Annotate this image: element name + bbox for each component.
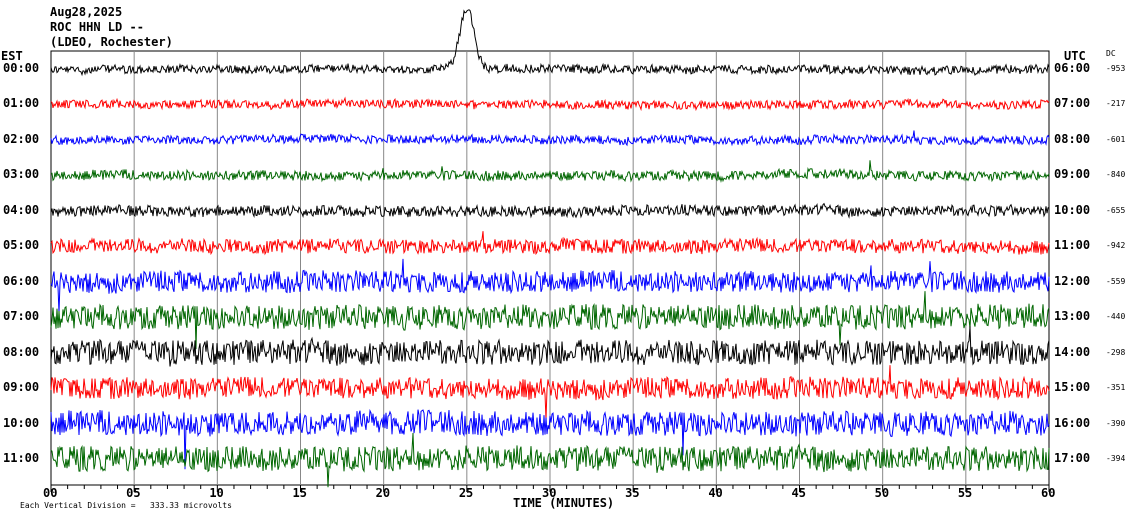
dc-header: DC [1106, 49, 1116, 58]
dc-value: -942 [1106, 241, 1126, 251]
est-label: 07:00 [3, 309, 40, 324]
est-axis-label: EST [1, 49, 23, 63]
dc-value: -655 [1106, 205, 1126, 215]
trace-0600 [50, 258, 1050, 314]
est-label: 03:00 [3, 167, 40, 182]
trace-1000 [50, 408, 1050, 470]
dc-value: -390 [1106, 418, 1126, 428]
est-label: 01:00 [3, 96, 40, 111]
utc-label: 15:00 [1054, 380, 1091, 395]
dc-value: -217 [1106, 99, 1126, 109]
utc-label: 11:00 [1054, 238, 1091, 253]
dc-value: -394 [1106, 453, 1126, 463]
utc-axis-label: UTC [1064, 49, 1086, 63]
x-tick-label: 35 [625, 486, 640, 500]
trace-0900 [50, 365, 1050, 420]
utc-label: 17:00 [1054, 450, 1091, 465]
utc-label: 08:00 [1054, 131, 1091, 146]
dc-value: -440 [1106, 312, 1126, 322]
x-tick-label: 20 [375, 486, 391, 500]
utc-label: 16:00 [1054, 415, 1091, 430]
x-tick-label: 05 [126, 486, 141, 500]
x-tick-label: 60 [1041, 486, 1056, 500]
x-tick-label: 25 [458, 486, 474, 500]
est-label: 00:00 [3, 61, 40, 75]
dc-value: -559 [1106, 276, 1126, 286]
trace-0800 [50, 326, 1050, 367]
est-label: 08:00 [3, 344, 40, 359]
dc-value: -351 [1106, 383, 1126, 393]
trace-0200 [50, 130, 1050, 147]
x-tick-label: 55 [957, 486, 973, 500]
x-tick-label: 45 [791, 486, 806, 500]
dc-value: -953 [1106, 64, 1126, 73]
trace-1100 [50, 432, 1050, 488]
utc-label: 06:00 [1054, 61, 1091, 75]
utc-label: 13:00 [1054, 309, 1091, 324]
dc-value: -601 [1106, 134, 1126, 144]
trace-0400 [50, 202, 1050, 219]
est-label: 06:00 [3, 273, 40, 288]
x-tick-label: 40 [708, 486, 723, 500]
x-axis-label: TIME (MINUTES) [513, 496, 615, 510]
x-tick-label: 10 [209, 486, 224, 500]
dc-value: -298 [1106, 347, 1126, 357]
utc-label: 12:00 [1054, 273, 1091, 288]
x-tick-label: 15 [292, 486, 307, 500]
x-tick-label: 00 [43, 486, 58, 500]
x-tick-label: 30 [542, 486, 557, 500]
date-label: Aug28,2025 [50, 5, 123, 19]
utc-label: 07:00 [1054, 96, 1091, 111]
est-label: 11:00 [3, 450, 40, 465]
dc-value: -840 [1106, 170, 1126, 180]
utc-label: 14:00 [1054, 344, 1091, 359]
utc-label: 10:00 [1054, 202, 1091, 217]
trace-0100 [50, 96, 1050, 112]
trace-0700 [50, 291, 1050, 350]
trace-0000 [50, 9, 1050, 77]
est-label: 04:00 [3, 202, 40, 217]
trace-0300 [51, 160, 1050, 183]
network-label: (LDEO, Rochester) [50, 35, 173, 49]
est-label: 02:00 [3, 131, 40, 146]
station-label: ROC HHN LD -- [50, 20, 144, 34]
est-label: 10:00 [3, 415, 40, 430]
trace-0500 [50, 231, 1050, 256]
scale-note: Each Vertical Division = 333.33 microvol… [20, 501, 232, 510]
est-label: 05:00 [3, 238, 40, 253]
est-label: 09:00 [3, 380, 40, 395]
x-tick-label: 50 [874, 486, 890, 500]
utc-label: 09:00 [1054, 167, 1091, 182]
